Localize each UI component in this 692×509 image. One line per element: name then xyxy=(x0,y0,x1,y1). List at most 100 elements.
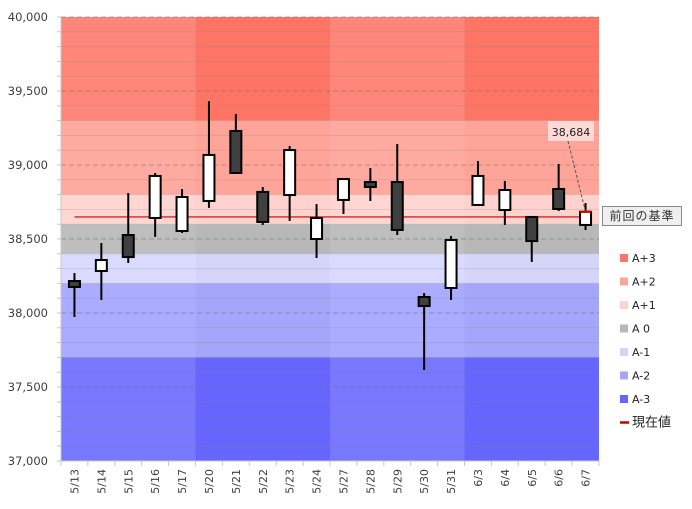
x-tick-label: 5/14 xyxy=(95,469,108,494)
x-tick-label: 5/30 xyxy=(418,469,431,494)
candle-body xyxy=(121,234,135,259)
legend-label: A 0 xyxy=(632,323,650,336)
zone-band xyxy=(195,17,330,121)
zone-band xyxy=(464,357,599,461)
legend-item: A-1 xyxy=(620,346,650,359)
annotations: 38,684 xyxy=(548,121,594,212)
candle-5/13 xyxy=(67,273,81,317)
x-tick-label: 6/4 xyxy=(499,469,512,487)
x-tick-label: 5/16 xyxy=(149,469,162,494)
x-tick-label: 6/7 xyxy=(580,469,593,487)
legend-swatch xyxy=(620,348,628,356)
candle-6/3 xyxy=(471,161,485,206)
reference-label: 前回の基準 xyxy=(609,209,675,223)
x-tick-label: 5/27 xyxy=(337,469,350,494)
legend-item: A 0 xyxy=(620,323,650,336)
candle-5/14 xyxy=(94,242,108,300)
legend-item: A-3 xyxy=(620,393,650,406)
candle-body xyxy=(310,216,324,240)
candle-5/30 xyxy=(417,293,431,370)
legend-label: A+3 xyxy=(632,252,656,265)
legend-swatch xyxy=(620,254,628,262)
candle-body xyxy=(552,187,566,210)
zone-band xyxy=(464,17,599,121)
zone-band xyxy=(61,120,196,195)
candle-5/24 xyxy=(310,204,324,258)
candle-5/28 xyxy=(363,167,377,201)
x-tick-label: 5/29 xyxy=(391,469,404,494)
axes: 37,000 37,500 38,000 38,500 39,000 39,500 40,0… xyxy=(8,10,600,494)
candle-5/17 xyxy=(175,188,189,233)
zone-band xyxy=(330,253,465,284)
last-price-leader-line xyxy=(567,140,587,212)
x-tick-label: 5/31 xyxy=(445,469,458,494)
legend-item: A+2 xyxy=(620,276,656,289)
zone-band xyxy=(61,283,196,358)
candle-body xyxy=(390,181,404,231)
candle-body xyxy=(444,239,458,289)
candle-5/23 xyxy=(283,146,297,221)
reference-label-box: 前回の基準 xyxy=(602,206,682,226)
zone-band xyxy=(61,357,196,461)
candle-body xyxy=(363,181,377,189)
y-tick-label: 39,500 xyxy=(8,84,48,98)
zone-band xyxy=(330,17,465,121)
zone-band xyxy=(195,357,330,461)
candle-body xyxy=(336,178,350,201)
legend-item: A+1 xyxy=(620,299,656,312)
candle-6/5 xyxy=(525,215,539,262)
zone-band xyxy=(195,283,330,358)
x-tick-label: 5/15 xyxy=(122,469,135,494)
candle-body xyxy=(175,195,189,233)
legend-swatch xyxy=(620,301,628,309)
y-tick-label: 38,000 xyxy=(8,306,48,320)
last-price-label-box xyxy=(548,121,594,141)
candle-body xyxy=(229,129,243,174)
legend-item: 現在値 xyxy=(620,415,671,431)
x-tick-label: 5/20 xyxy=(203,469,216,494)
candle-5/27 xyxy=(336,178,350,214)
x-tick-label: 5/23 xyxy=(284,469,297,494)
candle-5/15 xyxy=(121,192,135,263)
candles xyxy=(67,101,593,370)
candle-body xyxy=(283,149,297,197)
y-tick-label: 40,000 xyxy=(8,10,48,24)
candle-body xyxy=(417,296,431,308)
legend-label: A-1 xyxy=(632,346,650,359)
zone-band xyxy=(195,120,330,195)
candle-5/22 xyxy=(256,187,270,225)
candle-5/16 xyxy=(148,172,162,237)
zone-band xyxy=(330,283,465,358)
zone-band xyxy=(464,283,599,358)
candle-5/29 xyxy=(390,143,404,236)
candle-body xyxy=(94,259,108,272)
legend-swatch xyxy=(620,277,628,286)
candle-5/21 xyxy=(229,113,243,174)
legend-item: A+3 xyxy=(620,252,656,265)
zone-band xyxy=(195,253,330,284)
legend-label: A+2 xyxy=(632,276,656,289)
legend-label: A-2 xyxy=(632,370,650,383)
legend: A+3 A+2 A+1 A 0 A-1 A-2 A-3 現在値 xyxy=(620,252,671,431)
y-tick-label: 39,000 xyxy=(8,158,48,172)
x-tick-label: 5/17 xyxy=(176,469,189,494)
x-tick-label: 5/28 xyxy=(364,469,377,494)
candle-6/4 xyxy=(498,180,512,225)
candle-5/31 xyxy=(444,236,458,300)
candle-body xyxy=(256,190,270,223)
y-tick-label: 38,500 xyxy=(8,232,48,246)
x-tick-label: 5/24 xyxy=(311,469,324,494)
candle-body xyxy=(148,174,162,219)
x-tick-label: 5/21 xyxy=(230,469,243,494)
legend-label: A-3 xyxy=(632,393,650,406)
x-tick-label: 6/6 xyxy=(553,469,566,487)
x-tick-label: 5/22 xyxy=(257,469,270,494)
legend-label: A+1 xyxy=(632,299,656,312)
candle-body xyxy=(525,215,539,243)
last-price-label: 38,684 xyxy=(552,126,591,139)
zone-band xyxy=(61,17,196,121)
legend-item: A-2 xyxy=(620,370,650,383)
legend-swatch xyxy=(620,324,628,333)
y-tick-label: 37,500 xyxy=(8,380,48,394)
